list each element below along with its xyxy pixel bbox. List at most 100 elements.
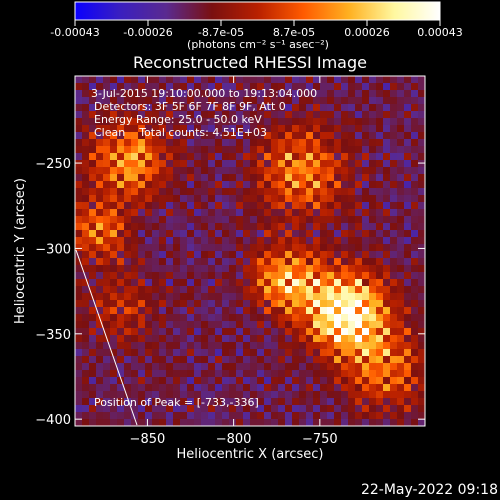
heatmap-cell — [257, 76, 265, 84]
heatmap-cell — [355, 391, 363, 399]
heatmap-cell — [131, 167, 139, 175]
heatmap-cell — [201, 230, 209, 238]
heatmap-cell — [75, 153, 83, 161]
heatmap-cell — [103, 111, 111, 119]
heatmap-cell — [306, 412, 314, 420]
heatmap-cell — [313, 405, 321, 413]
heatmap-cell — [138, 174, 146, 182]
heatmap-cell — [166, 83, 174, 91]
heatmap-cell — [229, 265, 237, 273]
heatmap-cell — [369, 363, 377, 371]
heatmap-cell — [327, 300, 335, 308]
heatmap-cell — [96, 223, 104, 231]
heatmap-cell — [159, 76, 167, 84]
heatmap-cell — [376, 335, 384, 343]
heatmap-cell — [215, 405, 223, 413]
heatmap-cell — [355, 349, 363, 357]
heatmap-cell — [243, 223, 251, 231]
heatmap-cell — [313, 356, 321, 364]
heatmap-cell — [271, 307, 279, 315]
heatmap-cell — [334, 90, 342, 98]
heatmap-cell — [152, 419, 160, 426]
heatmap-cell — [215, 335, 223, 343]
heatmap-cell — [131, 300, 139, 308]
heatmap-cell — [229, 398, 237, 406]
heatmap-cell — [117, 328, 125, 336]
heatmap-cell — [292, 244, 300, 252]
heatmap-cell — [138, 391, 146, 399]
heatmap-cell — [320, 405, 328, 413]
heatmap-cell — [152, 370, 160, 378]
heatmap-cell — [173, 209, 181, 217]
heatmap-cell — [313, 300, 321, 308]
heatmap-cell — [327, 237, 335, 245]
heatmap-cell — [222, 223, 230, 231]
heatmap-cell — [369, 125, 377, 133]
heatmap-cell — [257, 293, 265, 301]
heatmap-cell — [383, 181, 391, 189]
heatmap-cell — [124, 111, 132, 119]
heatmap-cell — [264, 384, 272, 392]
heatmap-cell — [320, 104, 328, 112]
heatmap-cell — [222, 160, 230, 168]
heatmap-cell — [418, 328, 425, 336]
heatmap-cell — [411, 272, 419, 280]
heatmap-cell — [117, 146, 125, 154]
heatmap-cell — [243, 188, 251, 196]
heatmap-cell — [348, 160, 356, 168]
heatmap-cell — [369, 237, 377, 245]
heatmap-cell — [229, 167, 237, 175]
heatmap-cell — [96, 363, 104, 371]
heatmap-cell — [131, 286, 139, 294]
heatmap-cell — [390, 300, 398, 308]
heatmap-cell — [306, 160, 314, 168]
heatmap-cell — [159, 125, 167, 133]
heatmap-cell — [229, 83, 237, 91]
heatmap-cell — [180, 335, 188, 343]
heatmap-cell — [229, 244, 237, 252]
heatmap-cell — [327, 391, 335, 399]
heatmap-cell — [110, 405, 118, 413]
heatmap-cell — [278, 384, 286, 392]
heatmap-cell — [383, 286, 391, 294]
heatmap-cell — [299, 174, 307, 182]
heatmap-cell — [145, 419, 153, 426]
heatmap-cell — [264, 202, 272, 210]
heatmap-cell — [362, 328, 370, 336]
heatmap-cell — [355, 237, 363, 245]
heatmap-cell — [299, 223, 307, 231]
heatmap-cell — [278, 139, 286, 147]
heatmap-cell — [355, 111, 363, 119]
heatmap-cell — [355, 398, 363, 406]
heatmap-cell — [397, 188, 405, 196]
heatmap-cell — [264, 251, 272, 259]
x-tick-label: −800 — [216, 432, 252, 447]
heatmap-cell — [299, 76, 307, 84]
heatmap-cell — [159, 132, 167, 140]
heatmap-cell — [306, 195, 314, 203]
heatmap-cell — [159, 377, 167, 385]
heatmap-cell — [376, 370, 384, 378]
heatmap-cell — [110, 237, 118, 245]
heatmap-cell — [75, 111, 83, 119]
heatmap-cell — [306, 188, 314, 196]
heatmap-cell — [327, 412, 335, 420]
heatmap-cell — [187, 104, 195, 112]
heatmap-cell — [313, 279, 321, 287]
heatmap-cell — [152, 174, 160, 182]
heatmap-cell — [257, 104, 265, 112]
heatmap-cell — [411, 104, 419, 112]
heatmap-cell — [96, 412, 104, 420]
heatmap-cell — [341, 419, 349, 426]
heatmap-cell — [313, 265, 321, 273]
heatmap-cell — [285, 118, 293, 126]
heatmap-cell — [159, 370, 167, 378]
heatmap-cell — [208, 209, 216, 217]
heatmap-cell — [152, 153, 160, 161]
colorbar-tick-label: 0.00043 — [417, 26, 463, 39]
heatmap-cell — [327, 349, 335, 357]
heatmap-cell — [369, 202, 377, 210]
heatmap-cell — [166, 251, 174, 259]
heatmap-cell — [96, 188, 104, 196]
heatmap-cell — [306, 293, 314, 301]
